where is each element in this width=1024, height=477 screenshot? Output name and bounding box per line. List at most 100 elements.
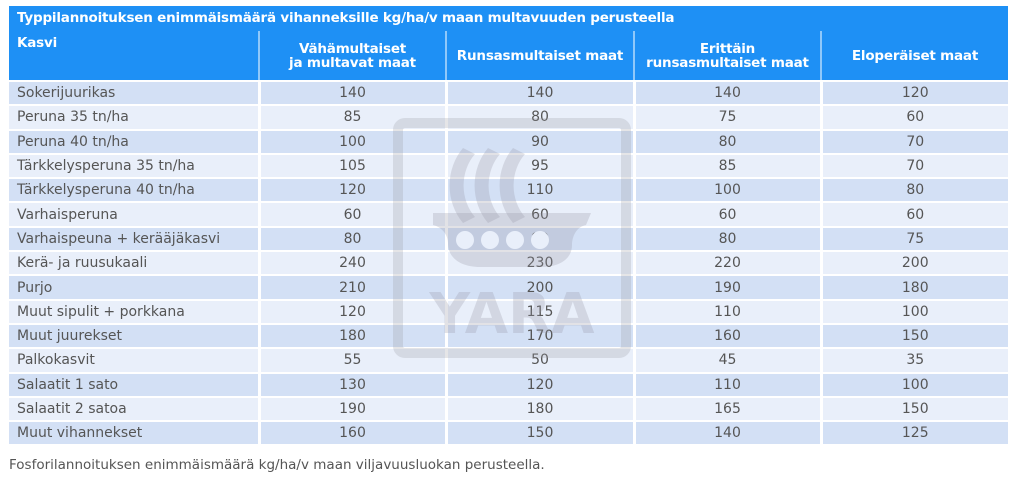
table-row: Muut juurekset 180 170 160 150 bbox=[9, 322, 1008, 349]
crop-cell: Tärkkelysperuna 40 tn/ha bbox=[9, 177, 259, 203]
value-organic: 80 bbox=[819, 177, 1008, 203]
value-very-humus-rich: 110 bbox=[632, 298, 821, 324]
value-low-humus: 180 bbox=[257, 322, 446, 349]
table-row: Salaatit 2 satoa 190 180 165 150 bbox=[9, 395, 1008, 422]
crop-cell: Sokerijuurikas bbox=[9, 79, 259, 106]
value-low-humus: 80 bbox=[257, 225, 446, 252]
crop-cell: Muut juurekset bbox=[9, 322, 259, 349]
value-humus-rich: 95 bbox=[444, 152, 634, 179]
crop-cell: Palkokasvit bbox=[9, 347, 259, 373]
value-organic: 150 bbox=[819, 322, 1008, 349]
value-humus-rich: 230 bbox=[444, 250, 634, 276]
value-low-humus: 210 bbox=[257, 274, 446, 300]
column-header-organic: Eloperäiset maat bbox=[820, 31, 1008, 81]
crop-cell: Salaatit 1 sato bbox=[9, 371, 259, 397]
value-very-humus-rich: 220 bbox=[632, 250, 821, 276]
value-very-humus-rich: 80 bbox=[632, 225, 821, 252]
value-very-humus-rich: 140 bbox=[632, 420, 821, 445]
table-row: Peruna 35 tn/ha 85 80 75 60 bbox=[9, 104, 1008, 130]
value-humus-rich: 50 bbox=[444, 347, 634, 373]
value-organic: 200 bbox=[819, 250, 1008, 276]
value-organic: 35 bbox=[819, 347, 1008, 373]
footnote: Fosforilannoituksen enimmäismäärä kg/ha/… bbox=[9, 457, 545, 473]
crop-cell: Tärkkelysperuna 35 tn/ha bbox=[9, 152, 259, 179]
value-low-humus: 55 bbox=[257, 347, 446, 373]
crop-cell: Peruna 35 tn/ha bbox=[9, 104, 259, 130]
value-humus-rich: 180 bbox=[444, 395, 634, 422]
value-low-humus: 160 bbox=[257, 420, 446, 445]
value-very-humus-rich: 100 bbox=[632, 177, 821, 203]
table-row: Muut sipulit + porkkana 120 115 110 100 bbox=[9, 298, 1008, 324]
value-very-humus-rich: 160 bbox=[632, 322, 821, 349]
value-very-humus-rich: 60 bbox=[632, 201, 821, 227]
column-header-very-humus-rich: Erittäin runsasmultaiset maat bbox=[633, 31, 821, 81]
table-row: Palkokasvit 55 50 45 35 bbox=[9, 347, 1008, 373]
value-very-humus-rich: 165 bbox=[632, 395, 821, 422]
value-low-humus: 190 bbox=[257, 395, 446, 422]
column-header-low-humus: Vähämultaiset ja multavat maat bbox=[258, 31, 446, 81]
table-row: Salaatit 1 sato 130 120 110 100 bbox=[9, 371, 1008, 397]
table-row: Varhaispeuna + kerääjäkasvi 80 80 80 75 bbox=[9, 225, 1008, 252]
value-very-humus-rich: 80 bbox=[632, 128, 821, 154]
table-row: Sokerijuurikas 140 140 140 120 bbox=[9, 79, 1008, 106]
value-very-humus-rich: 45 bbox=[632, 347, 821, 373]
table-row: Tärkkelysperuna 40 tn/ha 120 110 100 80 bbox=[9, 177, 1008, 203]
value-low-humus: 105 bbox=[257, 152, 446, 179]
value-organic: 60 bbox=[819, 201, 1008, 227]
table-row: Muut vihannekset 160 150 140 125 bbox=[9, 420, 1008, 445]
value-low-humus: 120 bbox=[257, 177, 446, 203]
value-low-humus: 130 bbox=[257, 371, 446, 397]
value-low-humus: 100 bbox=[257, 128, 446, 154]
column-header-crop: Kasvi bbox=[9, 31, 259, 81]
value-organic: 180 bbox=[819, 274, 1008, 300]
table-row: Purjo 210 200 190 180 bbox=[9, 274, 1008, 300]
value-low-humus: 120 bbox=[257, 298, 446, 324]
value-organic: 100 bbox=[819, 298, 1008, 324]
value-humus-rich: 140 bbox=[444, 79, 634, 106]
value-humus-rich: 90 bbox=[444, 128, 634, 154]
header-row: Kasvi Vähämultaiset ja multavat maat Runs… bbox=[9, 31, 1008, 81]
value-low-humus: 140 bbox=[257, 79, 446, 106]
value-organic: 100 bbox=[819, 371, 1008, 397]
value-low-humus: 60 bbox=[257, 201, 446, 227]
column-header-humus-rich: Runsasmultaiset maat bbox=[445, 31, 634, 81]
value-organic: 70 bbox=[819, 152, 1008, 179]
crop-cell: Varhaisperuna bbox=[9, 201, 259, 227]
crop-cell: Salaatit 2 satoa bbox=[9, 395, 259, 422]
table-row: Kerä- ja ruusukaali 240 230 220 200 bbox=[9, 250, 1008, 276]
crop-cell: Muut sipulit + porkkana bbox=[9, 298, 259, 324]
value-humus-rich: 115 bbox=[444, 298, 634, 324]
value-very-humus-rich: 85 bbox=[632, 152, 821, 179]
value-humus-rich: 120 bbox=[444, 371, 634, 397]
value-organic: 75 bbox=[819, 225, 1008, 252]
value-humus-rich: 110 bbox=[444, 177, 634, 203]
value-organic: 120 bbox=[819, 79, 1008, 106]
value-low-humus: 85 bbox=[257, 104, 446, 130]
table-row: Peruna 40 tn/ha 100 90 80 70 bbox=[9, 128, 1008, 154]
value-humus-rich: 170 bbox=[444, 322, 634, 349]
crop-cell: Peruna 40 tn/ha bbox=[9, 128, 259, 154]
value-very-humus-rich: 140 bbox=[632, 79, 821, 106]
table-title: Typpilannoituksen enimmäismäärä vihannek… bbox=[9, 6, 1008, 31]
value-humus-rich: 80 bbox=[444, 104, 634, 130]
table-row: Tärkkelysperuna 35 tn/ha 105 95 85 70 bbox=[9, 152, 1008, 179]
crop-cell: Varhaispeuna + kerääjäkasvi bbox=[9, 225, 259, 252]
value-humus-rich: 60 bbox=[444, 201, 634, 227]
crop-cell: Muut vihannekset bbox=[9, 420, 259, 445]
value-humus-rich: 150 bbox=[444, 420, 634, 445]
table-row: Varhaisperuna 60 60 60 60 bbox=[9, 201, 1008, 227]
nitrogen-table: Typpilannoituksen enimmäismäärä vihannek… bbox=[9, 6, 1008, 445]
value-humus-rich: 80 bbox=[444, 225, 634, 252]
value-organic: 70 bbox=[819, 128, 1008, 154]
value-low-humus: 240 bbox=[257, 250, 446, 276]
data-table: Kasvi Vähämultaiset ja multavat maat Runs… bbox=[9, 31, 1008, 445]
value-very-humus-rich: 110 bbox=[632, 371, 821, 397]
crop-cell: Purjo bbox=[9, 274, 259, 300]
value-very-humus-rich: 190 bbox=[632, 274, 821, 300]
value-humus-rich: 200 bbox=[444, 274, 634, 300]
value-organic: 150 bbox=[819, 395, 1008, 422]
crop-cell: Kerä- ja ruusukaali bbox=[9, 250, 259, 276]
value-organic: 60 bbox=[819, 104, 1008, 130]
value-organic: 125 bbox=[819, 420, 1008, 445]
value-very-humus-rich: 75 bbox=[632, 104, 821, 130]
